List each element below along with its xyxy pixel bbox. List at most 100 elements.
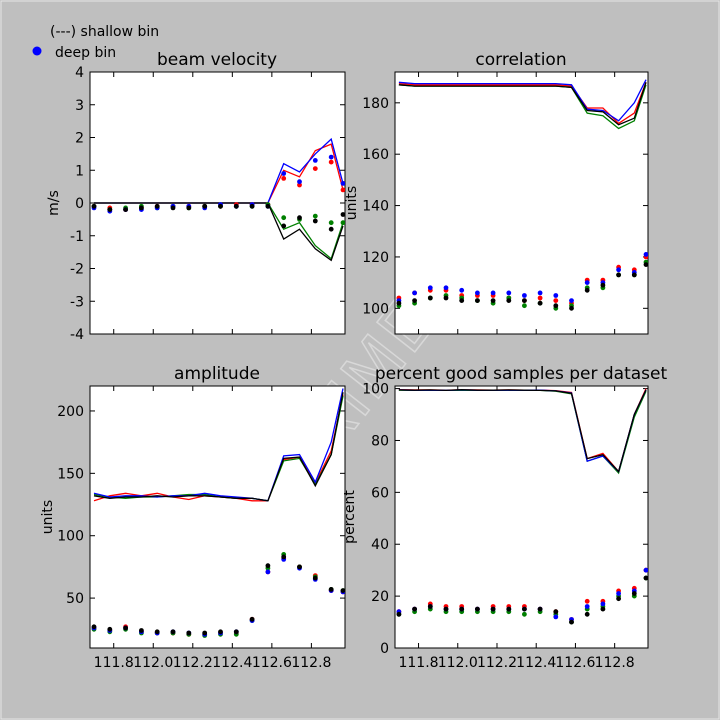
- series-point-beam4: [328, 226, 334, 232]
- series-point-beam3: [297, 179, 302, 185]
- y-tick-label: 120: [362, 250, 389, 266]
- series-point-beam3: [553, 614, 559, 620]
- panel-title: correlation: [475, 50, 566, 70]
- series-point-beam4: [553, 609, 559, 615]
- y-tick-label: 20: [371, 589, 389, 605]
- series-point-beam1: [537, 295, 543, 301]
- series-point-beam4: [600, 282, 606, 288]
- series-point-beam1: [340, 187, 345, 193]
- series-point-beam4: [522, 606, 527, 612]
- series-point-beam3: [265, 569, 271, 575]
- series-point-beam4: [265, 563, 271, 569]
- series-line-beam4: [398, 388, 647, 473]
- series-point-beam4: [475, 298, 480, 303]
- series-point-beam2: [522, 611, 527, 617]
- series-point-beam4: [396, 300, 402, 306]
- series-point-beam4: [265, 203, 271, 209]
- series-point-beam3: [427, 285, 433, 291]
- x-ticks: 111.8 112.0 112.2 112.4 112.6 112.8: [398, 386, 635, 671]
- y-ticks: 100 120 140 160 180: [362, 96, 648, 317]
- x-tick-label: 111.8: [94, 655, 134, 671]
- series-point-beam4: [91, 624, 97, 630]
- series-point-beam4: [340, 212, 345, 217]
- series-point-beam4: [154, 629, 160, 635]
- series-point-beam4: [281, 554, 287, 560]
- y-tick-label: -4: [70, 327, 84, 343]
- y-tick-label: 4: [75, 65, 84, 81]
- series-line-beam4: [93, 392, 344, 502]
- series-point-beam3: [340, 181, 345, 186]
- x-tick-label: 112.8: [291, 655, 331, 671]
- series-point-beam4: [412, 298, 417, 303]
- series-point-beam4: [600, 606, 606, 612]
- series-point-beam4: [312, 575, 318, 581]
- series-point-beam4: [186, 205, 192, 211]
- x-tick-label: 112.6: [252, 655, 292, 671]
- series-point-beam3: [643, 252, 648, 257]
- series-point-beam3: [569, 298, 574, 303]
- legend-deep-label: deep bin: [55, 45, 116, 61]
- series-point-beam4: [202, 203, 208, 209]
- series-point-beam3: [312, 158, 318, 163]
- plot-area: [394, 385, 649, 649]
- series-point-beam4: [107, 207, 113, 213]
- y-tick-label: 100: [57, 529, 84, 545]
- series-point-beam4: [123, 625, 128, 631]
- y-tick-label: 40: [371, 537, 389, 553]
- legend: (---) shallow bin deep bin: [32, 24, 159, 61]
- series-point-beam4: [506, 606, 512, 612]
- series-point-beam3: [490, 290, 496, 296]
- y-tick-label: -1: [70, 229, 84, 245]
- series-point-beam4: [459, 298, 465, 303]
- series-point-beam4: [218, 629, 223, 635]
- y-tick-label: 2: [75, 131, 84, 147]
- y-tick-label: 80: [371, 433, 389, 449]
- x-tick-label: 112.0: [133, 655, 173, 671]
- y-axis-label: units: [344, 186, 360, 220]
- series-point-beam4: [249, 203, 255, 209]
- y-tick-label: 140: [362, 199, 389, 215]
- series-point-beam4: [643, 262, 648, 267]
- series-point-beam4: [553, 303, 559, 309]
- legend-deep-marker: [32, 46, 42, 56]
- series-point-beam4: [631, 591, 637, 596]
- series-point-beam4: [443, 606, 449, 612]
- series-point-beam4: [139, 205, 144, 211]
- series-point-beam4: [616, 272, 621, 278]
- y-axis-label: units: [40, 500, 56, 534]
- y-tick-label: 100: [362, 382, 389, 398]
- series-point-beam4: [396, 611, 402, 617]
- x-ticks: 111.8 112.0 112.2 112.4 112.6 112.8: [94, 386, 331, 671]
- plot-area: [394, 71, 649, 335]
- series-point-beam3: [600, 601, 606, 607]
- series-point-beam4: [123, 207, 128, 213]
- series-point-beam4: [328, 587, 334, 592]
- series-line-beam3: [398, 79, 647, 122]
- series-point-beam3: [584, 280, 590, 285]
- series-point-beam4: [218, 203, 223, 209]
- series-line-beam1: [398, 82, 647, 125]
- series-point-beam4: [297, 215, 302, 221]
- series-point-beam1: [281, 176, 287, 181]
- x-tick-label: 112.4: [212, 655, 252, 671]
- panel-beam-velocity: beam velocity m/s -4 -3 -2 -1 0 1 2 3 4: [46, 50, 346, 343]
- x-ticks: [113, 72, 312, 334]
- series-point-beam3: [459, 287, 465, 293]
- y-tick-label: 100: [362, 301, 389, 317]
- series-point-beam4: [312, 218, 318, 224]
- series-point-beam4: [281, 223, 287, 229]
- series-point-beam3: [537, 290, 543, 296]
- series-line-beam3: [93, 388, 344, 502]
- x-tick-label: 112.6: [555, 655, 595, 671]
- series-marks: [396, 388, 648, 625]
- series-point-beam4: [170, 629, 176, 635]
- x-tick-label: 112.8: [595, 655, 635, 671]
- y-tick-label: 0: [380, 641, 389, 657]
- series-point-beam3: [616, 267, 621, 273]
- series-point-beam3: [412, 290, 417, 296]
- plot-area: [89, 385, 346, 649]
- series-point-beam2: [281, 215, 287, 221]
- legend-shallow-label: (---) shallow bin: [50, 24, 159, 40]
